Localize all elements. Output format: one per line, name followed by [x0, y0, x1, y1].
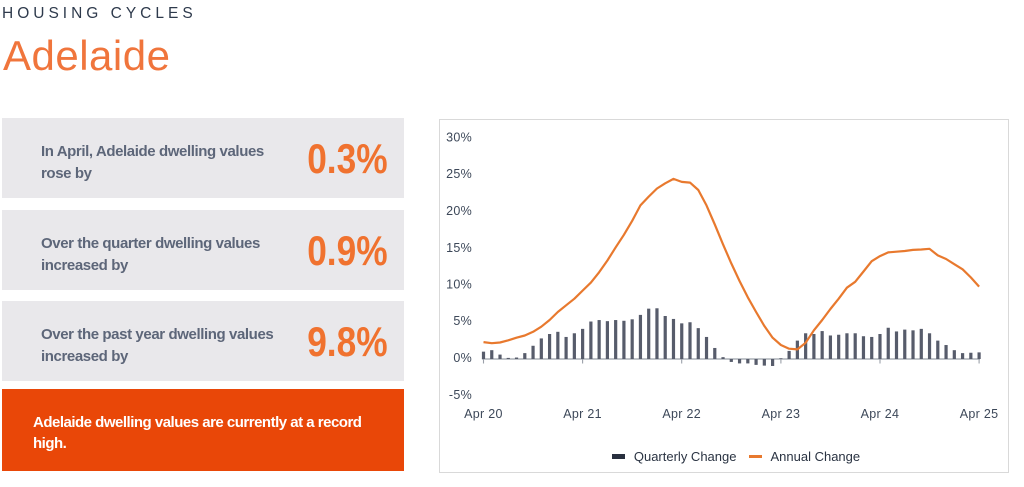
svg-text:Apr 22: Apr 22: [662, 407, 701, 421]
svg-text:Apr 23: Apr 23: [762, 407, 801, 421]
svg-text:Apr 21: Apr 21: [563, 407, 602, 421]
svg-text:5%: 5%: [453, 314, 472, 328]
svg-text:0%: 0%: [453, 351, 472, 365]
svg-text:Apr 25: Apr 25: [960, 407, 999, 421]
svg-text:15%: 15%: [446, 241, 472, 255]
svg-text:Apr 20: Apr 20: [464, 407, 503, 421]
svg-text:10%: 10%: [446, 278, 472, 292]
svg-text:25%: 25%: [446, 167, 472, 181]
svg-text:-5%: -5%: [449, 388, 472, 402]
svg-text:30%: 30%: [446, 131, 472, 145]
svg-text:Apr 24: Apr 24: [861, 407, 900, 421]
svg-text:20%: 20%: [446, 204, 472, 218]
